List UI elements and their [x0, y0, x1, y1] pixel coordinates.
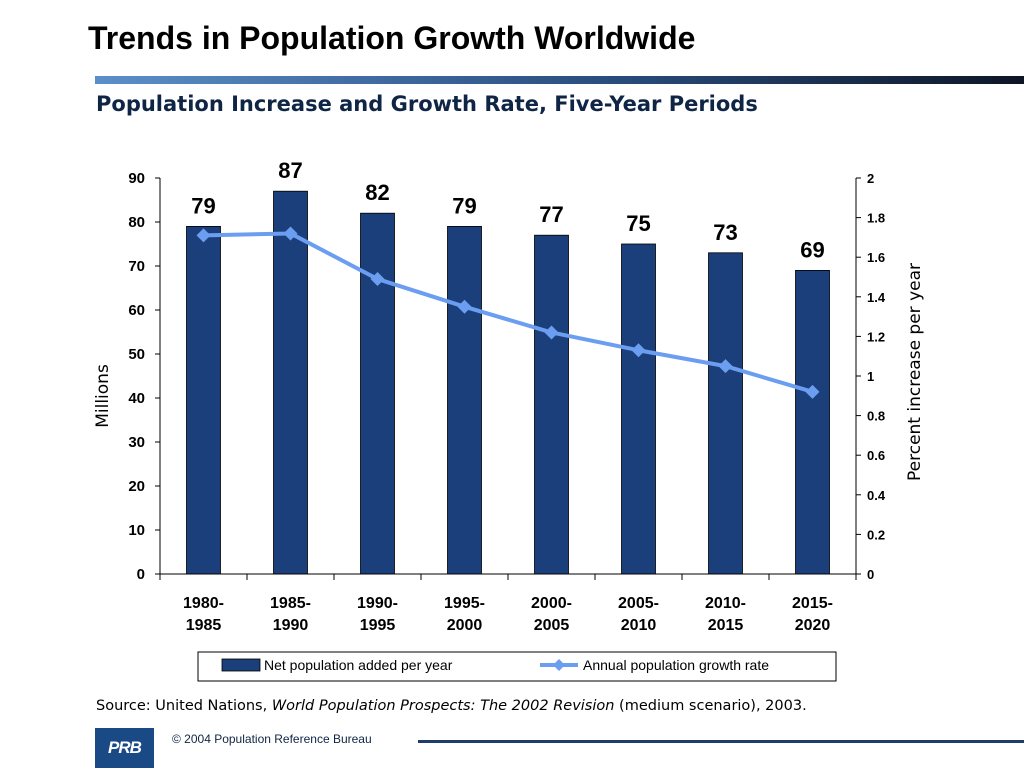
bar-label-3: 79 — [452, 193, 476, 218]
bars — [186, 190, 830, 575]
bar-5 — [621, 243, 656, 575]
x-tick-label-0-line-0: 1980- — [183, 595, 224, 612]
x-tick-label-2-line-0: 1990- — [357, 595, 398, 612]
x-tick-label-4-line-1: 2005 — [534, 617, 570, 634]
right-tick-label-10: 2 — [867, 171, 874, 186]
bar-2 — [360, 212, 395, 575]
right-tick-label-6: 1.2 — [867, 329, 885, 344]
right-tick-label-2: 0.4 — [867, 488, 886, 503]
x-tick-label-4: 2000- 2005 — [531, 595, 572, 634]
x-tick-label-1-line-1: 1990 — [273, 617, 309, 634]
prb-logo: PRB — [95, 728, 154, 768]
x-tick-label-1-line-0: 1985- — [270, 595, 311, 612]
growth-rate-line-layer — [196, 226, 820, 399]
x-tick-label-3: 1995- 2000 — [444, 595, 485, 634]
legend-bar-swatch — [221, 658, 261, 672]
right-tick-label-0: 0 — [867, 567, 874, 582]
left-tick-label-2: 20 — [128, 478, 145, 495]
bar-label-5: 75 — [626, 211, 650, 236]
x-tick-label-6: 2010- 2015 — [705, 595, 746, 634]
left-tick-label-6: 60 — [128, 302, 145, 319]
right-y-axis: 0 0.2 0.4 0.6 0.8 1 1.2 1.4 1.6 1.8 2 — [855, 171, 886, 582]
bar-3 — [447, 225, 482, 575]
x-tick-label-7: 2015- 2020 — [792, 595, 833, 634]
x-tick-label-3-line-0: 1995- — [444, 595, 485, 612]
right-axis-label: Percent increase per year — [905, 263, 925, 481]
left-tick-label-1: 10 — [128, 522, 145, 539]
growth-rate-point-5 — [631, 343, 646, 358]
growth-rate-point-7 — [805, 384, 820, 399]
bar-label-0: 79 — [191, 193, 215, 218]
x-tick-label-6-line-1: 2015 — [708, 617, 744, 634]
x-tick-label-0-line-1: 1985 — [186, 617, 222, 634]
chart-title: Population Increase and Growth Rate, Fiv… — [96, 92, 758, 116]
x-tick-label-5-line-0: 2005- — [618, 595, 659, 612]
slide-title: Trends in Population Growth Worldwide — [88, 20, 696, 56]
x-tick-label-4-line-0: 2000- — [531, 595, 572, 612]
bar-label-1: 87 — [278, 158, 302, 183]
left-axis-label: Millions — [93, 364, 113, 428]
left-tick-label-4: 40 — [128, 390, 145, 407]
x-tick-label-7-line-0: 2015- — [792, 595, 833, 612]
left-tick-label-8: 80 — [128, 214, 145, 231]
right-tick-label-8: 1.6 — [867, 250, 885, 265]
legend-line-label: Annual population growth rate — [583, 657, 769, 673]
growth-rate-line — [203, 231, 814, 394]
x-tick-label-2: 1990- 1995 — [357, 595, 398, 634]
x-tick-label-6-line-0: 2010- — [705, 595, 746, 612]
source-note: Source: United Nations, World Population… — [96, 698, 807, 714]
title-rule — [95, 76, 1024, 84]
right-tick-label-3: 0.6 — [867, 448, 885, 463]
footer-rule — [418, 740, 1024, 743]
x-tick-label-0: 1980- 1985 — [183, 595, 224, 634]
x-tick-label-5-line-1: 2010 — [621, 617, 657, 634]
left-tick-label-5: 50 — [128, 346, 145, 363]
bar-7 — [795, 269, 830, 575]
legend-line-marker — [553, 659, 565, 671]
left-y-axis: 0 10 20 30 40 50 60 70 80 90 — [128, 170, 161, 583]
right-tick-label-4: 0.8 — [867, 409, 885, 424]
right-tick-label-7: 1.4 — [867, 290, 886, 305]
bar-6 — [708, 252, 743, 575]
right-tick-label-5: 1 — [867, 369, 874, 384]
left-tick-label-9: 90 — [128, 170, 145, 187]
legend-bar-label: Net population added per year — [264, 657, 453, 673]
x-tick-label-7-line-1: 2020 — [795, 617, 831, 634]
source-title: World Population Prospects: The 2002 Rev… — [271, 698, 615, 714]
growth-rate-point-2 — [370, 271, 385, 286]
growth-rate-point-0 — [196, 228, 211, 243]
growth-rate-point-1 — [283, 226, 298, 241]
bar-label-2: 82 — [365, 180, 389, 205]
logo-text: PRB — [108, 738, 142, 757]
x-tick-label-1: 1985- 1990 — [270, 595, 311, 634]
left-tick-label-7: 70 — [128, 258, 145, 275]
right-tick-label-9: 1.8 — [867, 211, 885, 226]
x-tick-label-3-line-1: 2000 — [447, 617, 483, 634]
growth-rate-point-4 — [544, 325, 559, 340]
chart: 79 87 82 79 77 75 73 69 0 10 20 30 40 50 60 70 80 90 0 0.… — [93, 158, 925, 682]
bar-label-6: 73 — [713, 220, 737, 245]
bar-data-labels: 79 87 82 79 77 75 73 69 — [191, 158, 824, 262]
bar-label-7: 69 — [800, 237, 824, 262]
bar-4 — [534, 234, 569, 575]
legend: Net population added per year Annual pop… — [197, 651, 837, 682]
x-tick-label-5: 2005- 2010 — [618, 595, 659, 634]
x-axis: 1980- 1985 1985- 1990 1990- 1995 1995- 2000 2000… — [159, 573, 857, 634]
bar-label-4: 77 — [539, 202, 563, 227]
legend-box — [197, 651, 837, 682]
source-suffix: (medium scenario), 2003. — [614, 698, 807, 714]
left-tick-label-0: 0 — [137, 566, 145, 583]
copyright: © 2004 Population Reference Bureau — [172, 732, 372, 746]
bar-0 — [186, 225, 221, 575]
bar-1 — [273, 190, 308, 575]
x-tick-label-2-line-1: 1995 — [360, 617, 396, 634]
right-tick-label-1: 0.2 — [867, 527, 885, 542]
growth-rate-point-3 — [457, 299, 472, 314]
left-tick-label-3: 30 — [128, 434, 145, 451]
growth-rate-point-6 — [718, 359, 733, 374]
source-prefix: Source: United Nations, — [96, 698, 272, 714]
